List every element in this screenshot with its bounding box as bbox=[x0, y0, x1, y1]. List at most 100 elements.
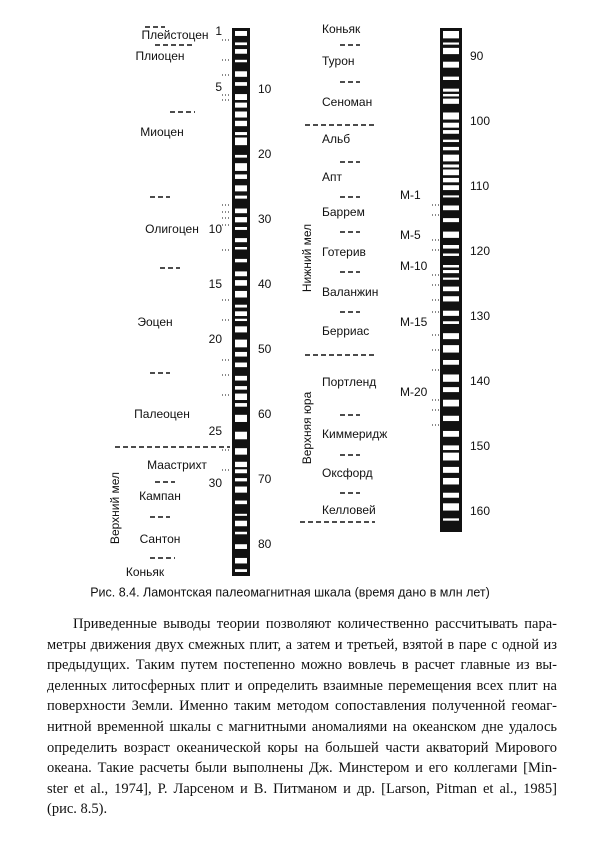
normal-interval bbox=[235, 513, 247, 516]
normal-interval bbox=[443, 286, 459, 292]
normal-interval bbox=[443, 270, 459, 274]
normal-interval bbox=[235, 71, 247, 77]
normal-interval bbox=[235, 393, 247, 401]
text-line: ster et al., 1974], Р. Ларсеном и В. Пит… bbox=[47, 780, 557, 797]
normal-interval bbox=[443, 76, 459, 80]
normal-interval bbox=[443, 169, 459, 176]
normal-interval bbox=[235, 362, 247, 368]
anomaly-label: М-20 bbox=[400, 385, 428, 399]
stage-label: Портленд bbox=[322, 375, 376, 389]
normal-interval bbox=[235, 247, 247, 250]
normal-interval bbox=[235, 544, 247, 549]
age-label: 130 bbox=[470, 309, 490, 323]
group-label: Верхняя юра bbox=[300, 391, 314, 464]
normal-interval bbox=[443, 477, 459, 485]
normal-interval bbox=[443, 139, 459, 143]
normal-interval bbox=[235, 403, 247, 407]
text-line: деленных литосферных плит и определить в… bbox=[47, 677, 557, 694]
normal-interval bbox=[235, 42, 247, 46]
normal-interval bbox=[443, 93, 459, 97]
normal-interval bbox=[235, 569, 247, 572]
normal-interval bbox=[235, 431, 247, 440]
normal-interval bbox=[235, 531, 247, 535]
anomaly-label: 10 bbox=[209, 222, 223, 236]
normal-interval bbox=[235, 31, 247, 36]
normal-interval bbox=[235, 386, 247, 390]
anomaly-label: 15 bbox=[209, 277, 223, 291]
normal-interval bbox=[443, 415, 459, 422]
anomaly-label: М-15 bbox=[400, 315, 428, 329]
normal-interval bbox=[235, 414, 247, 422]
normal-interval bbox=[443, 253, 459, 256]
normal-interval bbox=[235, 59, 247, 63]
normal-interval bbox=[443, 61, 459, 68]
normal-interval bbox=[235, 163, 247, 171]
normal-interval bbox=[235, 486, 247, 493]
normal-interval bbox=[235, 326, 247, 333]
age-label: 40 bbox=[258, 277, 272, 291]
normal-interval bbox=[443, 130, 459, 134]
normal-interval bbox=[235, 557, 247, 564]
text-line: океана. Такие расчеты были выполнены Дж.… bbox=[47, 760, 557, 777]
normal-interval bbox=[443, 195, 459, 198]
normal-interval bbox=[443, 98, 459, 104]
group-label: Нижний мел bbox=[300, 224, 314, 292]
normal-interval bbox=[235, 448, 247, 455]
normal-interval bbox=[443, 503, 459, 511]
normal-interval bbox=[235, 102, 247, 108]
text-line: (рис. 8.5). bbox=[47, 801, 108, 818]
stage-label: Баррем bbox=[322, 205, 365, 219]
text-line: определить возраст океанической коры на … bbox=[47, 739, 557, 756]
normal-interval bbox=[443, 445, 459, 451]
normal-interval bbox=[443, 321, 459, 324]
normal-interval bbox=[443, 154, 459, 162]
age-label: 10 bbox=[258, 82, 272, 96]
epoch-label: Олигоцен bbox=[145, 222, 199, 236]
normal-interval bbox=[235, 339, 247, 348]
normal-interval bbox=[235, 120, 247, 127]
anomaly-label: 20 bbox=[209, 332, 223, 346]
normal-interval bbox=[235, 94, 247, 101]
normal-interval bbox=[443, 31, 459, 39]
text-line: метры движения двух смежных плит, а зате… bbox=[47, 636, 557, 653]
epoch-label: Плиоцен bbox=[135, 49, 184, 63]
normal-interval bbox=[443, 359, 459, 365]
normal-interval bbox=[235, 226, 247, 230]
anomaly-label: 5 bbox=[215, 80, 222, 94]
normal-interval bbox=[235, 469, 247, 474]
normal-interval bbox=[235, 461, 247, 468]
normal-interval bbox=[235, 478, 247, 482]
stage-label: Турон bbox=[322, 54, 355, 68]
normal-interval bbox=[443, 430, 459, 437]
normal-interval bbox=[235, 174, 247, 179]
normal-interval bbox=[235, 375, 247, 381]
epoch-label: Маастрихт bbox=[147, 458, 207, 472]
normal-interval bbox=[443, 345, 459, 353]
normal-interval bbox=[235, 208, 247, 214]
figure: Рис. 8.4. Ламонтская палеомагнитная шкал… bbox=[90, 22, 490, 599]
normal-interval bbox=[443, 146, 459, 151]
normal-interval bbox=[235, 132, 247, 136]
normal-interval bbox=[235, 185, 247, 192]
normal-interval bbox=[235, 111, 247, 118]
age-label: 70 bbox=[258, 472, 272, 486]
normal-interval bbox=[235, 500, 247, 505]
text-line: Приведенные выводы теории позволяют коли… bbox=[73, 616, 557, 632]
age-label: 110 bbox=[470, 179, 489, 193]
normal-interval bbox=[443, 122, 459, 128]
anomaly-label: М-5 bbox=[400, 228, 421, 242]
normal-interval bbox=[235, 49, 247, 54]
caption: Рис. 8.4. Ламонтская палеомагнитная шкал… bbox=[90, 585, 490, 599]
group-label: Верхний мел bbox=[108, 472, 122, 544]
age-label: 150 bbox=[470, 439, 490, 453]
epoch-label: Эоцен bbox=[137, 315, 172, 329]
normal-interval bbox=[235, 351, 247, 357]
normal-interval bbox=[443, 185, 459, 191]
stage-label: Берриас bbox=[322, 324, 369, 338]
normal-interval bbox=[443, 399, 459, 407]
stage-label: Апт bbox=[322, 170, 343, 184]
anomaly-label: М-1 bbox=[400, 188, 421, 202]
age-label: 50 bbox=[258, 342, 272, 356]
stage-label: Коньяк bbox=[322, 22, 361, 36]
